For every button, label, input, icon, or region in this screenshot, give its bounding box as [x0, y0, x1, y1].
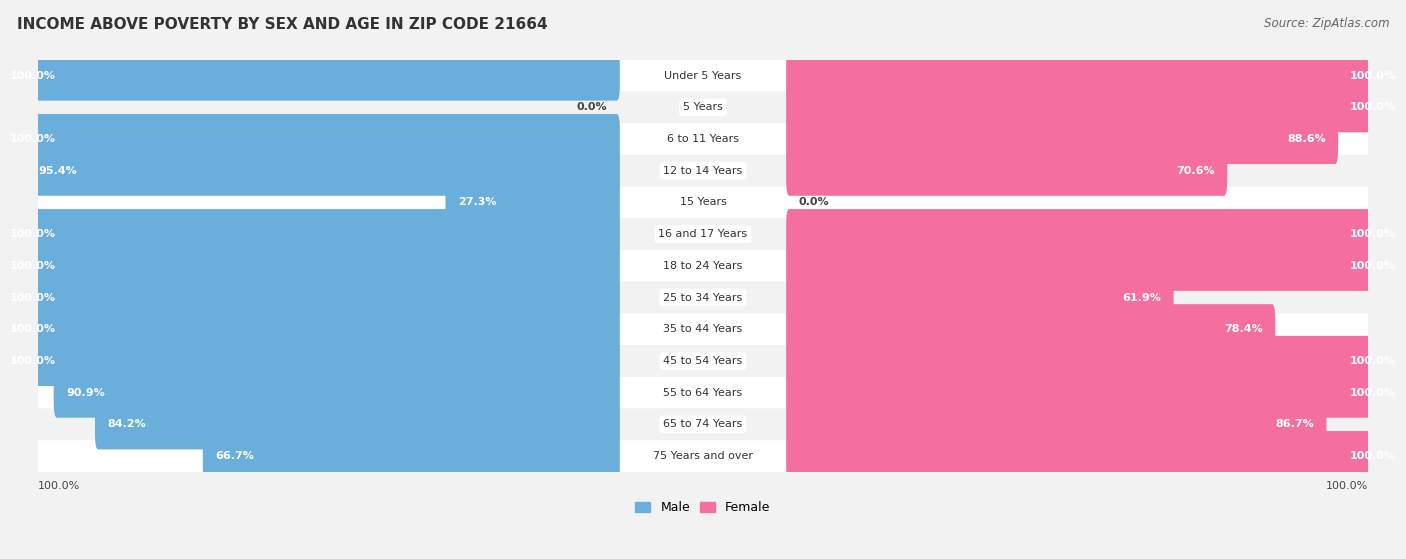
- Text: Source: ZipAtlas.com: Source: ZipAtlas.com: [1264, 17, 1389, 30]
- FancyBboxPatch shape: [786, 82, 1406, 132]
- Text: 100.0%: 100.0%: [1350, 261, 1396, 271]
- Text: INCOME ABOVE POVERTY BY SEX AND AGE IN ZIP CODE 21664: INCOME ABOVE POVERTY BY SEX AND AGE IN Z…: [17, 17, 547, 32]
- FancyBboxPatch shape: [38, 187, 1368, 218]
- FancyBboxPatch shape: [0, 304, 620, 354]
- FancyBboxPatch shape: [38, 314, 1368, 345]
- Text: 18 to 24 Years: 18 to 24 Years: [664, 261, 742, 271]
- FancyBboxPatch shape: [0, 209, 620, 259]
- Text: 100.0%: 100.0%: [10, 229, 56, 239]
- Text: 100.0%: 100.0%: [1350, 387, 1396, 397]
- Text: 6 to 11 Years: 6 to 11 Years: [666, 134, 740, 144]
- Text: 55 to 64 Years: 55 to 64 Years: [664, 387, 742, 397]
- FancyBboxPatch shape: [786, 114, 1339, 164]
- FancyBboxPatch shape: [38, 218, 1368, 250]
- Text: 100.0%: 100.0%: [38, 481, 80, 491]
- FancyBboxPatch shape: [202, 431, 620, 481]
- FancyBboxPatch shape: [38, 345, 1368, 377]
- FancyBboxPatch shape: [38, 155, 1368, 187]
- FancyBboxPatch shape: [446, 177, 620, 228]
- FancyBboxPatch shape: [786, 431, 1406, 481]
- FancyBboxPatch shape: [96, 399, 620, 449]
- Text: 25 to 34 Years: 25 to 34 Years: [664, 292, 742, 302]
- FancyBboxPatch shape: [786, 368, 1406, 418]
- Text: 61.9%: 61.9%: [1122, 292, 1161, 302]
- Text: 16 and 17 Years: 16 and 17 Years: [658, 229, 748, 239]
- FancyBboxPatch shape: [786, 304, 1275, 354]
- Text: 0.0%: 0.0%: [799, 197, 830, 207]
- Text: 75 Years and over: 75 Years and over: [652, 451, 754, 461]
- FancyBboxPatch shape: [0, 50, 620, 101]
- FancyBboxPatch shape: [38, 282, 1368, 314]
- Text: 100.0%: 100.0%: [10, 134, 56, 144]
- Text: 66.7%: 66.7%: [215, 451, 254, 461]
- Text: 84.2%: 84.2%: [107, 419, 146, 429]
- Text: 45 to 54 Years: 45 to 54 Years: [664, 356, 742, 366]
- FancyBboxPatch shape: [0, 241, 620, 291]
- Text: 5 Years: 5 Years: [683, 102, 723, 112]
- FancyBboxPatch shape: [38, 123, 1368, 155]
- FancyBboxPatch shape: [38, 250, 1368, 282]
- Text: 100.0%: 100.0%: [1326, 481, 1368, 491]
- FancyBboxPatch shape: [38, 440, 1368, 472]
- Text: 100.0%: 100.0%: [1350, 229, 1396, 239]
- Text: 86.7%: 86.7%: [1275, 419, 1315, 429]
- FancyBboxPatch shape: [38, 377, 1368, 409]
- FancyBboxPatch shape: [786, 272, 1174, 323]
- FancyBboxPatch shape: [0, 114, 620, 164]
- Text: 78.4%: 78.4%: [1225, 324, 1263, 334]
- Text: 12 to 14 Years: 12 to 14 Years: [664, 165, 742, 176]
- Text: 15 Years: 15 Years: [679, 197, 727, 207]
- FancyBboxPatch shape: [53, 368, 620, 418]
- Text: 90.9%: 90.9%: [66, 387, 105, 397]
- Text: 100.0%: 100.0%: [10, 292, 56, 302]
- Text: 100.0%: 100.0%: [1350, 451, 1396, 461]
- Text: 100.0%: 100.0%: [10, 324, 56, 334]
- Text: 100.0%: 100.0%: [1350, 356, 1396, 366]
- FancyBboxPatch shape: [0, 272, 620, 323]
- Text: 100.0%: 100.0%: [10, 261, 56, 271]
- Text: 100.0%: 100.0%: [10, 356, 56, 366]
- FancyBboxPatch shape: [786, 209, 1406, 259]
- FancyBboxPatch shape: [786, 399, 1326, 449]
- FancyBboxPatch shape: [786, 50, 1406, 101]
- Text: 88.6%: 88.6%: [1286, 134, 1326, 144]
- FancyBboxPatch shape: [38, 92, 1368, 123]
- FancyBboxPatch shape: [38, 60, 1368, 92]
- Text: 100.0%: 100.0%: [1350, 102, 1396, 112]
- Text: 100.0%: 100.0%: [1350, 70, 1396, 80]
- Text: 65 to 74 Years: 65 to 74 Years: [664, 419, 742, 429]
- Text: Under 5 Years: Under 5 Years: [665, 70, 741, 80]
- FancyBboxPatch shape: [786, 146, 1227, 196]
- Text: 27.3%: 27.3%: [458, 197, 496, 207]
- FancyBboxPatch shape: [0, 336, 620, 386]
- Text: 95.4%: 95.4%: [38, 165, 77, 176]
- Text: 70.6%: 70.6%: [1177, 165, 1215, 176]
- Text: 100.0%: 100.0%: [10, 70, 56, 80]
- Legend: Male, Female: Male, Female: [630, 496, 776, 519]
- FancyBboxPatch shape: [25, 146, 620, 196]
- FancyBboxPatch shape: [786, 336, 1406, 386]
- Text: 0.0%: 0.0%: [576, 102, 607, 112]
- FancyBboxPatch shape: [38, 409, 1368, 440]
- FancyBboxPatch shape: [786, 241, 1406, 291]
- Text: 35 to 44 Years: 35 to 44 Years: [664, 324, 742, 334]
